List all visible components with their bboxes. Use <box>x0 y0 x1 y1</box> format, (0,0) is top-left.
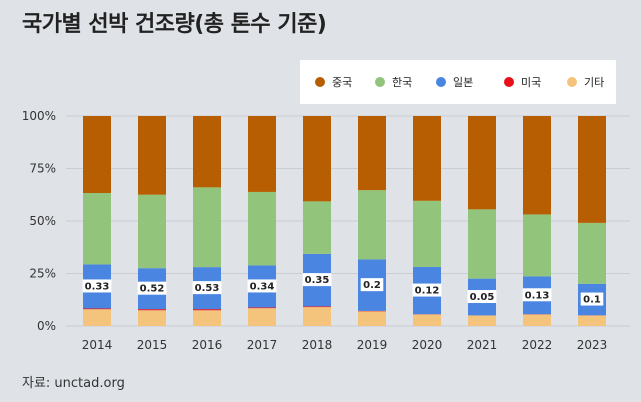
data-label-2023: 0.1 <box>583 295 601 306</box>
chart-title: 국가별 선박 건조량(총 톤수 기준) <box>22 12 327 37</box>
data-label-2016: 0.53 <box>195 283 220 294</box>
legend-label-china: 중국 <box>332 76 352 89</box>
bar-other-2019 <box>358 311 386 326</box>
bar-other-2020 <box>413 314 441 326</box>
data-label-bg-2021 <box>467 290 497 304</box>
x-tick-label-2022: 2022 <box>522 338 553 352</box>
bar-korea-2019 <box>358 190 386 260</box>
bar-china-2023 <box>578 116 606 223</box>
legend-label-japan: 일본 <box>453 75 473 89</box>
bar-korea-2021 <box>468 209 496 279</box>
bar-other-2021 <box>468 315 496 326</box>
data-label-bg-2020 <box>412 283 442 297</box>
data-label-2014: 0.33 <box>85 281 110 292</box>
y-tick-label: 50% <box>29 214 56 228</box>
legend: 중국 한국 일본 미국 기타 <box>300 60 616 104</box>
bar-korea-2015 <box>138 194 166 269</box>
bar-china-2022 <box>523 116 551 215</box>
x-axis: 2014 2015 2016 2017 2018 2019 2020 2021 2022 2023 <box>82 338 608 352</box>
x-tick-label-2023: 2023 <box>577 338 608 352</box>
bar-other-2015 <box>138 310 166 326</box>
data-label-bg-2019 <box>360 278 384 292</box>
x-tick-label-2021: 2021 <box>467 338 498 352</box>
data-label-bg-2015 <box>137 281 167 295</box>
legend-swatch-japan <box>436 77 446 87</box>
bar-china-2015 <box>138 116 166 195</box>
legend-swatch-other <box>567 77 577 87</box>
data-label-2020: 0.12 <box>415 286 440 297</box>
x-tick-label-2020: 2020 <box>412 338 443 352</box>
data-label-2022: 0.13 <box>525 290 550 301</box>
legend-swatch-usa <box>504 77 514 87</box>
y-tick-label: 100% <box>22 109 56 123</box>
legend-box <box>300 60 616 104</box>
x-tick-label-2014: 2014 <box>82 338 113 352</box>
bar-other-2022 <box>523 314 551 326</box>
legend-swatch-korea <box>375 77 385 87</box>
bar-korea-2023 <box>578 222 606 284</box>
bar-other-2016 <box>193 310 221 326</box>
x-tick-label-2019: 2019 <box>357 338 388 352</box>
bar-other-2014 <box>83 309 111 326</box>
data-label-bg-2014 <box>82 279 112 293</box>
legend-label-korea: 한국 <box>392 76 412 89</box>
bar-korea-2014 <box>83 193 111 265</box>
bar-korea-2016 <box>193 187 221 268</box>
source-note: 자료: unctad.org <box>22 376 125 391</box>
bar-other-2018 <box>303 307 331 326</box>
bar-other-2017 <box>248 308 276 326</box>
legend-swatch-china <box>315 77 325 87</box>
bar-usa-2018 <box>303 306 331 308</box>
bar-korea-2018 <box>303 201 331 254</box>
data-labels: 0.33 0.52 0.53 0.34 0.35 0.2 0.12 0.05 0.13 0.1 <box>82 273 604 306</box>
legend-label-other: 기타 <box>584 76 604 89</box>
x-tick-label-2015: 2015 <box>137 338 168 352</box>
bar-china-2017 <box>248 116 276 192</box>
legend-label-usa: 미국 <box>521 76 541 89</box>
bar-usa-2014 <box>83 308 111 310</box>
data-label-2018: 0.35 <box>305 275 330 286</box>
bar-china-2014 <box>83 116 111 194</box>
bar-china-2019 <box>358 116 386 191</box>
data-label-2017: 0.34 <box>250 281 275 292</box>
bar-china-2021 <box>468 116 496 210</box>
x-tick-label-2016: 2016 <box>192 338 223 352</box>
bar-korea-2022 <box>523 214 551 277</box>
bar-usa-2015 <box>138 309 166 311</box>
bar-korea-2020 <box>413 200 441 267</box>
y-tick-label: 75% <box>29 162 56 176</box>
y-axis: 0% 25% 50% 75% 100% <box>22 109 56 333</box>
bar-china-2020 <box>413 116 441 201</box>
bars <box>83 116 606 326</box>
data-label-2019: 0.2 <box>363 280 381 291</box>
data-label-bg-2018 <box>302 273 332 287</box>
bar-usa-2017 <box>248 307 276 309</box>
bar-china-2016 <box>193 116 221 188</box>
data-label-bg-2017 <box>247 279 277 293</box>
bar-other-2023 <box>578 315 606 326</box>
y-tick-label: 0% <box>37 319 56 333</box>
data-label-2015: 0.52 <box>140 284 165 295</box>
data-label-bg-2016 <box>192 281 222 295</box>
x-tick-label-2018: 2018 <box>302 338 333 352</box>
y-tick-label: 25% <box>29 267 56 281</box>
data-label-bg-2023 <box>580 292 604 306</box>
data-label-2021: 0.05 <box>470 292 495 303</box>
bar-korea-2017 <box>248 191 276 266</box>
x-tick-label-2017: 2017 <box>247 338 278 352</box>
bar-usa-2016 <box>193 309 221 311</box>
bar-china-2018 <box>303 116 331 202</box>
data-label-bg-2022 <box>522 288 552 302</box>
